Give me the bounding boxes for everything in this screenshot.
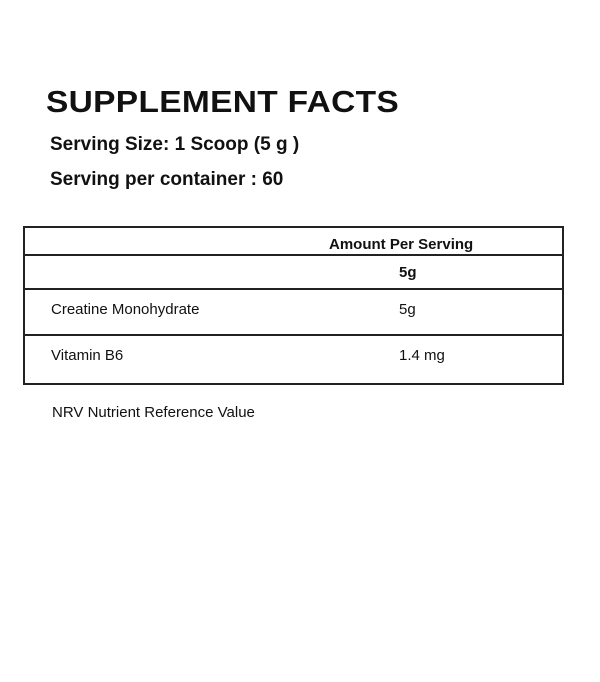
ingredient-amount: 5g bbox=[399, 301, 416, 318]
serving-size: Serving Size: 1 Scoop (5 g ) bbox=[50, 134, 300, 155]
divider bbox=[25, 254, 562, 256]
servings-per-container: Serving per container : 60 bbox=[50, 169, 284, 190]
footnote: NRV Nutrient Reference Value bbox=[52, 404, 255, 421]
subheader-serving-amount: 5g bbox=[399, 264, 417, 281]
page-title: SUPPLEMENT FACTS bbox=[46, 84, 400, 119]
ingredient-name: Vitamin B6 bbox=[51, 347, 124, 364]
divider bbox=[25, 288, 562, 290]
header-amount-per-serving: Amount Per Serving bbox=[329, 236, 474, 253]
ingredient-amount: 1.4 mg bbox=[399, 347, 445, 364]
ingredient-name: Creatine Monohydrate bbox=[51, 301, 200, 318]
supplement-table: Amount Per Serving 5g Creatine Monohydra… bbox=[23, 226, 564, 385]
divider bbox=[25, 334, 562, 336]
